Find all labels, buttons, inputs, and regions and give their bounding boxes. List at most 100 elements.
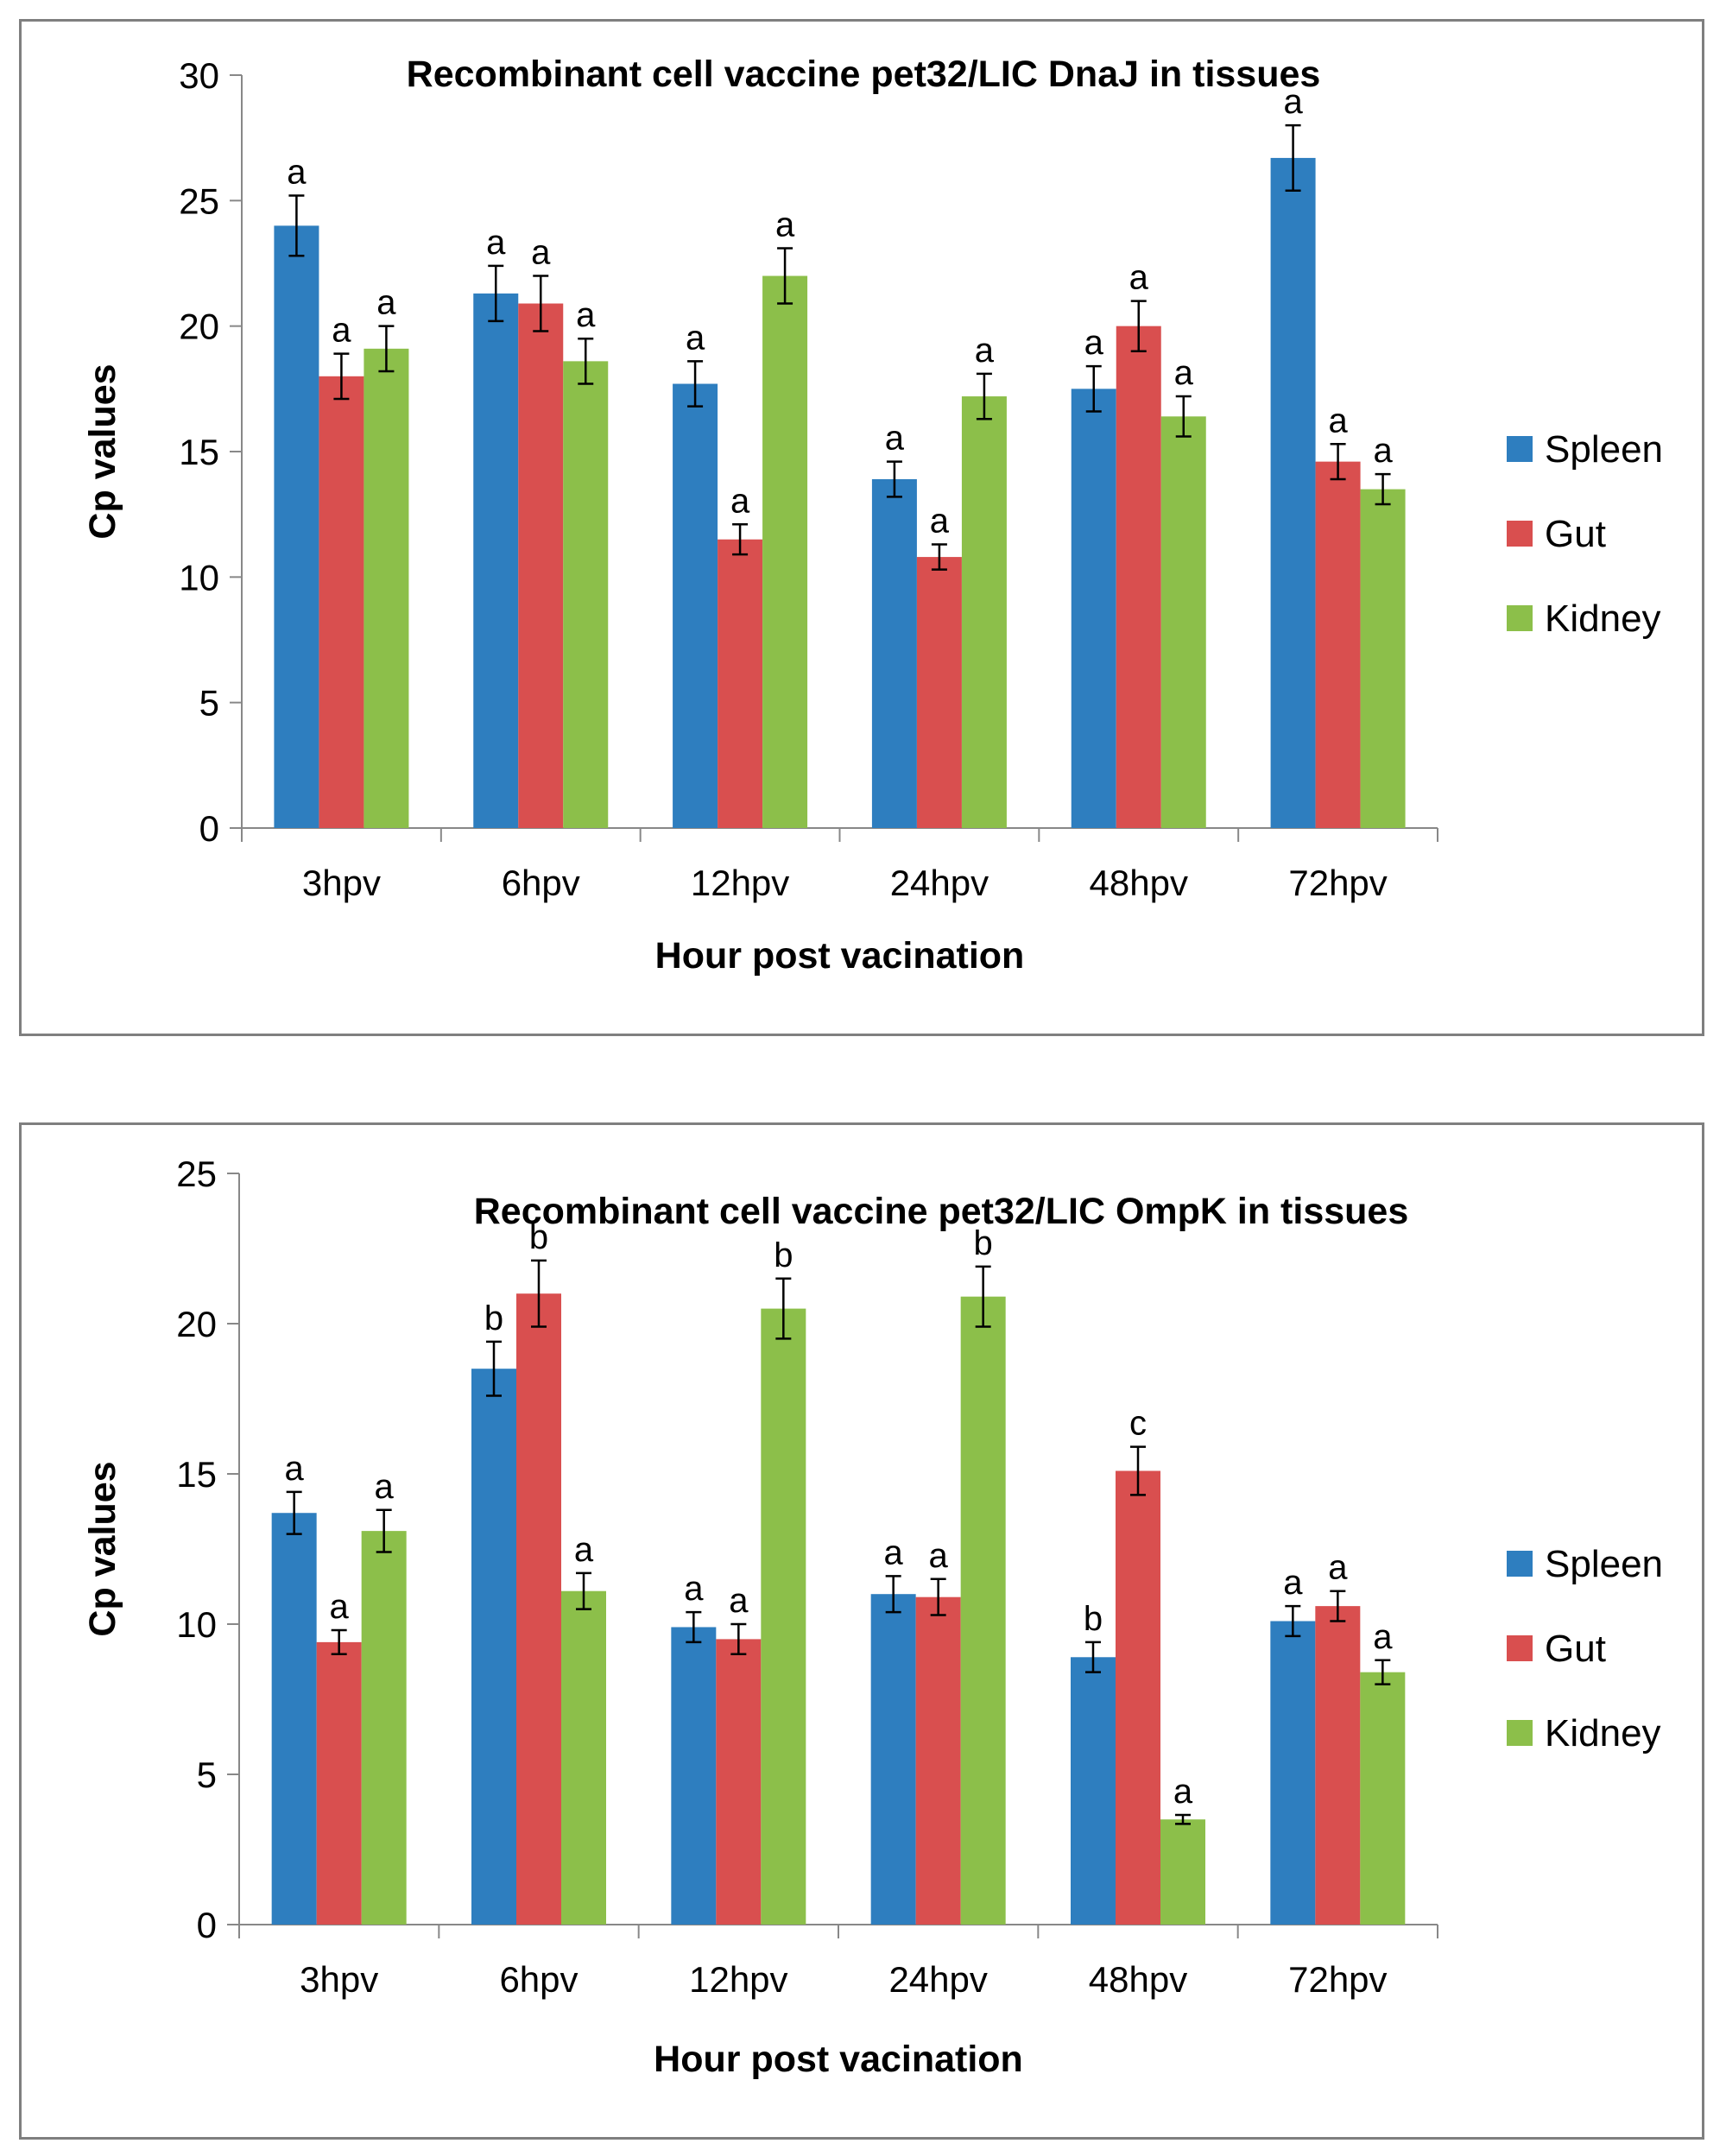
significance-label: a — [285, 1450, 305, 1488]
legend-label-kidney: Kidney — [1545, 597, 1661, 640]
y-tick-label: 5 — [199, 683, 219, 724]
significance-label: b — [484, 1299, 503, 1337]
legend-swatch-gut — [1507, 521, 1533, 547]
significance-label: a — [375, 1468, 395, 1506]
bar-gut — [716, 1639, 762, 1925]
bar-gut — [915, 1596, 961, 1925]
significance-label: a — [1373, 1618, 1393, 1656]
significance-label: a — [884, 1533, 904, 1571]
legend-swatch-spleen — [1507, 1551, 1533, 1577]
significance-label: a — [686, 319, 705, 357]
bar-spleen — [473, 293, 519, 828]
bar-kidney — [960, 1296, 1006, 1925]
x-tick-label: 12hpv — [691, 863, 789, 903]
significance-label: a — [930, 503, 950, 541]
y-tick-label: 15 — [179, 432, 219, 472]
significance-label: a — [1283, 83, 1303, 121]
significance-label: b — [1084, 1600, 1103, 1638]
bar-spleen — [871, 478, 917, 828]
legend-swatch-gut — [1507, 1635, 1533, 1661]
bar-kidney — [1360, 489, 1406, 828]
legend-label-kidney: Kidney — [1545, 1712, 1661, 1755]
significance-label: c — [1129, 1405, 1147, 1443]
y-tick-label: 15 — [176, 1454, 217, 1495]
x-tick-label: 6hpv — [502, 863, 580, 903]
significance-label: a — [885, 420, 905, 458]
significance-label: a — [287, 154, 307, 192]
bar-spleen — [870, 1594, 916, 1925]
significance-label: a — [730, 482, 750, 520]
y-tick-label: 20 — [179, 307, 219, 347]
significance-label: b — [974, 1224, 993, 1262]
significance-label: a — [574, 1531, 594, 1569]
y-tick-label: 25 — [176, 1154, 217, 1194]
bar-kidney — [1160, 416, 1206, 828]
y-tick-label: 10 — [179, 557, 219, 597]
chart-dnaj: Recombinant cell vaccine pet32/LIC DnaJ … — [82, 54, 1663, 977]
chart-panel-dnaj: Recombinant cell vaccine pet32/LIC DnaJ … — [19, 19, 1704, 1036]
significance-label: a — [1129, 259, 1149, 297]
significance-label: a — [929, 1537, 949, 1575]
x-tick-label: 72hpv — [1288, 1959, 1387, 2000]
bar-kidney — [361, 1531, 407, 1925]
significance-label: a — [975, 332, 995, 370]
x-tick-label: 6hpv — [499, 1959, 578, 2000]
legend-swatch-kidney — [1507, 1720, 1533, 1746]
bar-spleen — [673, 383, 718, 828]
legend-swatch-kidney — [1507, 605, 1533, 631]
significance-label: a — [531, 234, 551, 272]
bar-gut — [1116, 326, 1161, 829]
bar-gut — [1315, 461, 1361, 828]
bar-spleen — [1071, 389, 1116, 828]
x-tick-label: 24hpv — [890, 863, 989, 903]
x-tick-label: 48hpv — [1090, 863, 1188, 903]
x-tick-label: 48hpv — [1089, 1959, 1187, 2000]
bar-kidney — [762, 275, 808, 828]
significance-label: a — [576, 296, 596, 334]
bar-gut — [718, 539, 763, 828]
chart-panel-ompk: Recombinant cell vaccine pet32/LIC OmpK … — [19, 1122, 1704, 2140]
x-axis-title: Hour post vacination — [655, 935, 1025, 977]
x-tick-label: 24hpv — [888, 1959, 987, 2000]
significance-label: a — [1328, 1549, 1348, 1587]
bar-spleen — [671, 1627, 717, 1925]
significance-label: a — [376, 284, 396, 322]
y-tick-label: 25 — [179, 180, 219, 221]
bar-kidney — [563, 361, 609, 828]
x-tick-label: 12hpv — [689, 1959, 787, 2000]
x-axis-title: Hour post vacination — [654, 2039, 1023, 2080]
significance-label: a — [330, 1588, 350, 1626]
bar-spleen — [274, 225, 319, 828]
significance-label: b — [529, 1218, 548, 1256]
bar-kidney — [1360, 1672, 1406, 1925]
legend-label-spleen: Spleen — [1545, 1543, 1663, 1585]
x-tick-label: 3hpv — [302, 863, 381, 903]
bar-spleen — [1270, 1621, 1316, 1925]
x-tick-label: 3hpv — [300, 1959, 378, 2000]
y-tick-label: 0 — [197, 1905, 217, 1945]
y-tick-label: 20 — [176, 1304, 217, 1344]
chart-ompk: Recombinant cell vaccine pet32/LIC OmpK … — [82, 1154, 1663, 2080]
bar-spleen — [271, 1513, 317, 1925]
x-tick-label: 72hpv — [1288, 863, 1387, 903]
bar-gut — [516, 1293, 561, 1925]
significance-label: a — [1328, 401, 1348, 439]
bar-spleen — [1270, 157, 1316, 829]
significance-label: a — [332, 312, 351, 350]
bar-gut — [916, 557, 962, 828]
y-tick-label: 10 — [176, 1604, 217, 1645]
significance-label: a — [486, 224, 506, 262]
significance-label: a — [729, 1582, 749, 1620]
legend-label-gut: Gut — [1545, 1628, 1606, 1670]
chart-title: Recombinant cell vaccine pet32/LIC OmpK … — [474, 1191, 1409, 1232]
significance-label: a — [1173, 1773, 1193, 1811]
y-tick-label: 30 — [179, 55, 219, 96]
bar-gut — [518, 303, 564, 828]
significance-label: a — [775, 206, 795, 244]
y-axis-title: Cp values — [82, 1461, 123, 1636]
y-axis-title: Cp values — [82, 364, 123, 539]
bar-gut — [319, 376, 364, 828]
legend-label-spleen: Spleen — [1545, 428, 1663, 471]
bar-gut — [1315, 1606, 1361, 1925]
bar-kidney — [761, 1308, 806, 1925]
